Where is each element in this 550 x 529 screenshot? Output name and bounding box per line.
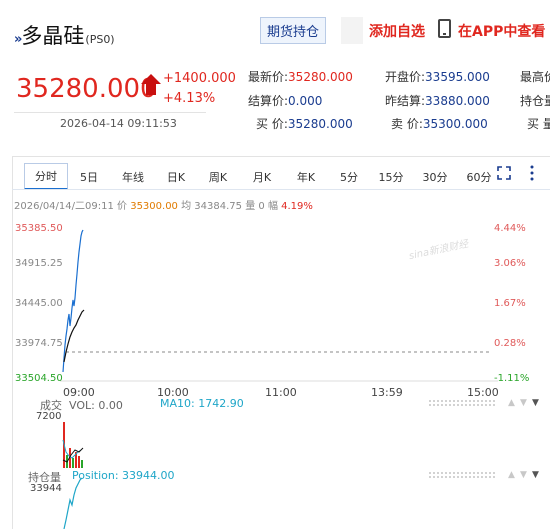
field-high-price: 最高价 (520, 70, 550, 84)
price-tick-label: 33974.75 (15, 338, 63, 349)
position-line (63, 477, 83, 529)
time-tick-label: 11:00 (265, 386, 297, 399)
volume-collapse-up-icon[interactable]: ▲ (508, 398, 515, 408)
price-tick-label: 34445.00 (15, 298, 63, 309)
pct-tick-label: 1.67% (494, 298, 526, 309)
average-line (63, 309, 85, 363)
last-price: 35280.000 (16, 74, 157, 104)
instrument-name: 多晶硅 (21, 24, 85, 48)
position-close-icon[interactable]: ▼ (532, 470, 539, 480)
position-collapse-up-icon[interactable]: ▲ (508, 470, 515, 480)
time-tick-label: 13:59 (371, 386, 403, 399)
add-favorite-icon-area[interactable] (341, 17, 363, 44)
field-bid-volume: 买 量 (527, 117, 550, 131)
tab-60min[interactable]: 60分 (466, 170, 492, 184)
position-panel-handle[interactable] (428, 471, 496, 479)
volume-ma-line-2 (62, 447, 84, 463)
up-arrow-icon (141, 74, 161, 84)
phone-icon (438, 19, 451, 38)
volume-bar (72, 458, 74, 468)
field-settle-price: 结算价:0.000 (248, 94, 323, 108)
volume-header: 成交 VOL: 0.00 (40, 399, 123, 412)
tabs-divider (12, 189, 550, 190)
field-open-price: 开盘价:33595.000 (385, 70, 490, 84)
quote-header: » 多晶硅 (PS0) 期货持仓 添加自选 在APP中查看 (0, 0, 550, 60)
volume-max-label: 7200 (36, 411, 62, 422)
field-open-interest: 持仓量 (520, 94, 550, 108)
pct-tick-label: 0.28% (494, 338, 526, 349)
price-change: +1400.000 (163, 71, 236, 86)
position-header: 持仓量 (28, 471, 61, 484)
tab-year-line[interactable]: 年线 (122, 170, 144, 184)
price-change-percent: +4.13% (163, 91, 216, 106)
fullscreen-icon[interactable] (497, 166, 511, 180)
volume-bar (81, 460, 83, 468)
chart-panel (12, 156, 550, 529)
tab-monthly-k[interactable]: 月K (252, 170, 272, 184)
volume-expand-down-icon[interactable]: ▼ (520, 398, 527, 408)
volume-bar (69, 448, 71, 468)
price-tick-label: 34915.25 (15, 258, 63, 269)
volume-ma-line (62, 439, 82, 459)
time-tick-label: 15:00 (467, 386, 499, 399)
double-chevron-icon: » (14, 32, 23, 47)
field-bid-price: 买 价:35280.000 (256, 117, 353, 131)
tab-weekly-k[interactable]: 周K (208, 170, 228, 184)
volume-close-icon[interactable]: ▼ (532, 398, 539, 408)
position-axis-label: 33944 (30, 483, 62, 494)
volume-bar (75, 452, 77, 468)
more-options-icon[interactable] (529, 164, 535, 182)
tab-5day[interactable]: 5日 (80, 170, 98, 184)
instrument-title: » 多晶硅 (PS0) (14, 20, 115, 50)
up-arrow-icon-stem (146, 84, 156, 95)
crosshair-status: 2026/04/14/二09:11 价 35300.00 均 34384.75 … (14, 201, 313, 212)
price-tick-label: 33504.50 (15, 373, 63, 384)
volume-ma-value: MA10: 1742.90 (160, 397, 244, 410)
position-value: Position: 33944.00 (72, 469, 175, 482)
tab-30min[interactable]: 30分 (422, 170, 448, 184)
pct-tick-label: -1.11% (494, 373, 530, 384)
time-tick-label: 09:00 (63, 386, 95, 399)
futures-position-button[interactable]: 期货持仓 (260, 17, 326, 44)
field-last-price: 最新价:35280.000 (248, 70, 353, 84)
open-in-app-button[interactable]: 在APP中查看 (458, 24, 546, 40)
tab-5min[interactable]: 5分 (340, 170, 358, 184)
pct-tick-label: 3.06% (494, 258, 526, 269)
divider (14, 112, 206, 113)
volume-bar (78, 456, 80, 468)
field-ask-price: 卖 价:35300.000 (391, 117, 488, 131)
time-tick-label: 10:00 (157, 386, 189, 399)
instrument-code: (PS0) (85, 33, 115, 46)
add-favorite-button[interactable]: 添加自选 (369, 24, 425, 40)
volume-panel-handle[interactable] (428, 399, 496, 407)
pct-tick-label: 4.44% (494, 223, 526, 234)
price-line (62, 229, 84, 373)
price-tick-label: 35385.50 (15, 223, 63, 234)
quote-timestamp: 2026-04-14 09:11:53 (60, 117, 177, 130)
tab-15min[interactable]: 15分 (378, 170, 404, 184)
tab-yearly-k[interactable]: 年K (296, 170, 316, 184)
tab-daily-k[interactable]: 日K (166, 170, 186, 184)
position-expand-down-icon[interactable]: ▼ (520, 470, 527, 480)
field-prev-settle: 昨结算:33880.000 (385, 94, 490, 108)
